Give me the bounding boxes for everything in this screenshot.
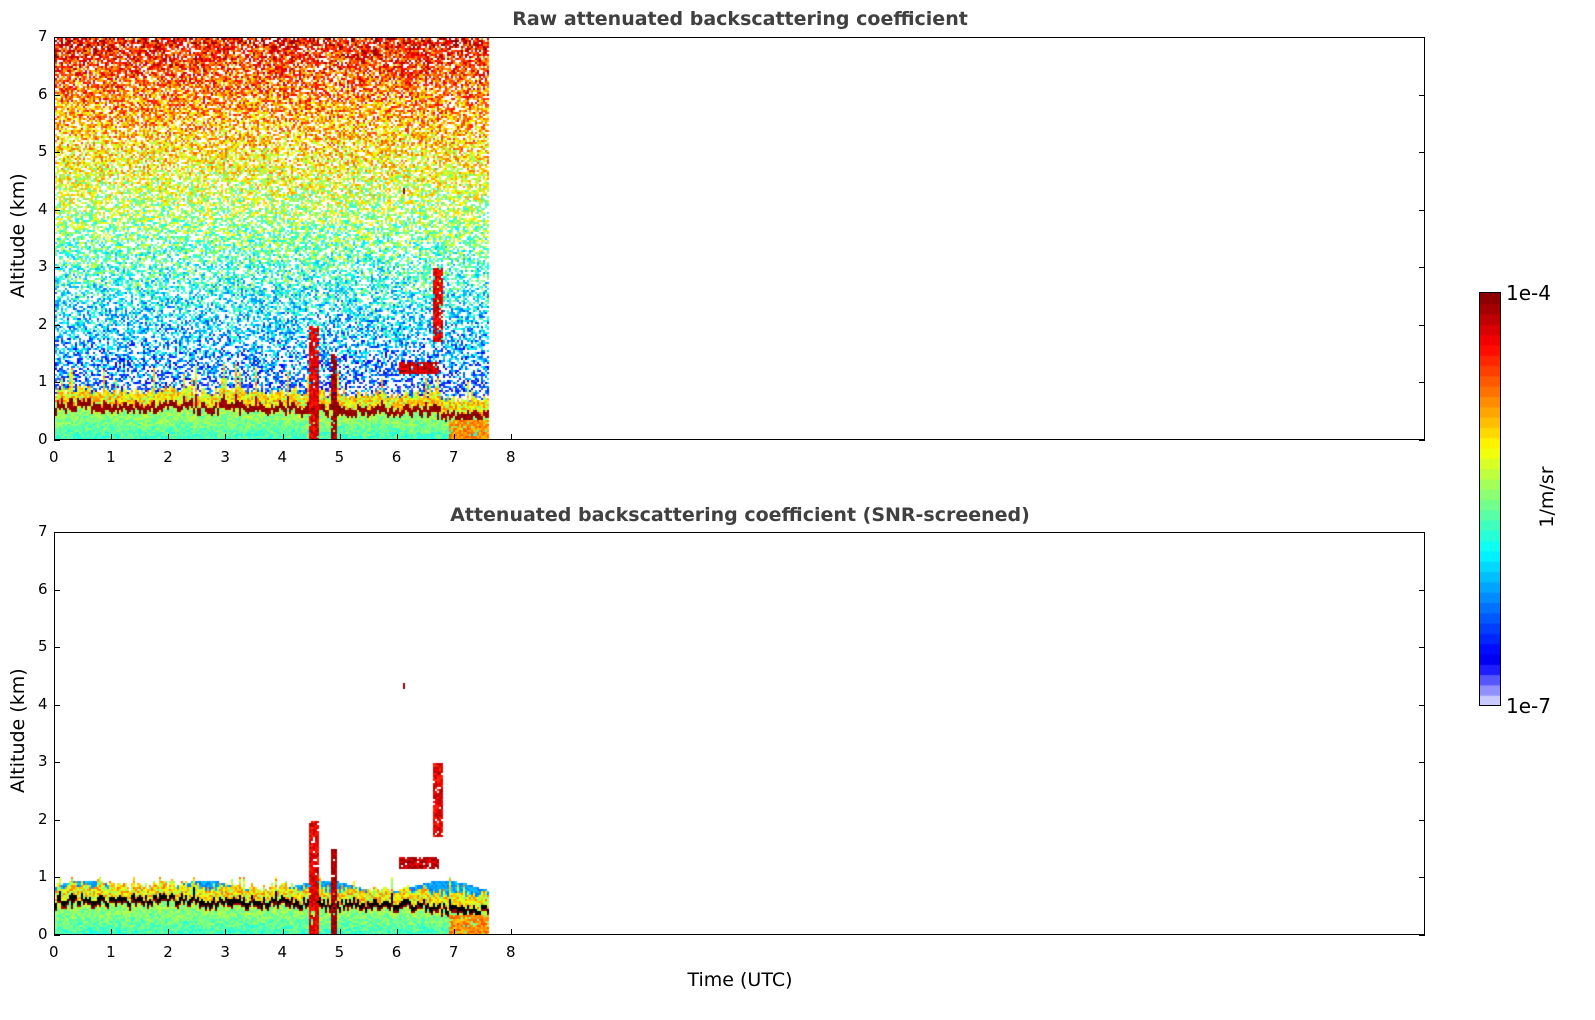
y-tick-label: 3 (38, 752, 48, 771)
y-tick-mark (1419, 37, 1425, 38)
x-tick-mark (511, 434, 512, 440)
x-tick-mark (168, 434, 169, 440)
x-tick-mark (454, 434, 455, 440)
y-tick-mark (54, 95, 60, 96)
x-tick-mark (397, 434, 398, 440)
x-tick-label: 6 (391, 448, 402, 466)
x-tick-mark (397, 929, 398, 935)
y-tick-label: 3 (38, 257, 48, 276)
y-tick-label: 1 (38, 372, 48, 391)
x-tick-mark (454, 929, 455, 935)
y-tick-mark (54, 267, 60, 268)
y-tick-mark (54, 647, 60, 648)
y-tick-label: 4 (38, 199, 48, 218)
x-tick-label: 5 (334, 448, 345, 466)
y-tick-mark (54, 382, 60, 383)
x-tick-label: 8 (506, 943, 516, 961)
y-tick-mark (54, 37, 60, 38)
x-tick-mark (511, 929, 512, 935)
y-tick-label: 7 (38, 27, 48, 45)
x-tick-mark (283, 434, 284, 440)
y-tick-mark (54, 705, 60, 706)
x-tick-label: 2 (163, 943, 173, 961)
colorbar (1479, 292, 1501, 706)
y-tick-mark (54, 440, 60, 441)
x-tick-mark (225, 929, 226, 935)
y-tick-label: 2 (38, 809, 48, 828)
x-tick-label: 7 (448, 943, 459, 961)
chart-title-raw: Raw attenuated backscattering coefficien… (512, 8, 968, 30)
y-tick-mark (1419, 152, 1425, 153)
plot-area-raw (54, 37, 1425, 440)
plot-area-screened (54, 532, 1425, 935)
y-tick-label: 5 (38, 637, 48, 656)
y-tick-mark (54, 762, 60, 763)
x-tick-mark (111, 434, 112, 440)
y-tick-mark (1419, 762, 1425, 763)
y-tick-mark (54, 210, 60, 211)
x-tick-mark (340, 434, 341, 440)
y-tick-mark (54, 590, 60, 591)
y-tick-mark (1419, 877, 1425, 878)
x-tick-label: 6 (391, 943, 402, 961)
x-tick-label: 0 (49, 448, 59, 466)
y-tick-mark (54, 325, 60, 326)
y-tick-mark (1419, 325, 1425, 326)
y-axis-label-raw: Altitude (km) (7, 173, 29, 298)
y-tick-mark (54, 935, 60, 936)
y-tick-mark (54, 877, 60, 878)
heatmap-raw (55, 38, 1424, 439)
x-tick-label: 1 (106, 943, 116, 961)
y-tick-label: 5 (38, 142, 48, 161)
y-tick-mark (1419, 210, 1425, 211)
y-tick-mark (1419, 820, 1425, 821)
y-tick-label: 6 (38, 84, 48, 103)
x-axis-label: Time (UTC) (687, 969, 793, 991)
heatmap-screened (55, 533, 1424, 934)
y-tick-mark (1419, 440, 1425, 441)
y-tick-mark (54, 152, 60, 153)
y-tick-mark (54, 532, 60, 533)
y-tick-mark (1419, 267, 1425, 268)
x-tick-mark (168, 929, 169, 935)
x-tick-label: 7 (448, 448, 459, 466)
y-axis-label-screened: Altitude (km) (7, 668, 29, 793)
x-tick-mark (54, 434, 55, 440)
y-tick-label: 0 (38, 925, 48, 943)
colorbar-max-label: 1e-4 (1506, 281, 1551, 305)
y-tick-mark (1419, 95, 1425, 96)
colorbar-min-label: 1e-7 (1506, 694, 1551, 718)
y-tick-mark (1419, 532, 1425, 533)
y-tick-label: 4 (38, 694, 48, 713)
y-tick-mark (54, 820, 60, 821)
y-tick-mark (1419, 935, 1425, 936)
chart-title-screened: Attenuated backscattering coefficient (S… (450, 504, 1030, 526)
y-tick-label: 7 (38, 522, 48, 540)
x-tick-label: 4 (277, 448, 288, 466)
x-tick-label: 0 (49, 943, 59, 961)
y-tick-mark (1419, 382, 1425, 383)
y-tick-label: 2 (38, 314, 48, 333)
y-tick-mark (1419, 590, 1425, 591)
x-tick-mark (340, 929, 341, 935)
x-tick-mark (54, 929, 55, 935)
colorbar-label: 1/m/sr (1536, 466, 1558, 528)
x-tick-label: 2 (163, 448, 173, 466)
x-tick-label: 3 (220, 448, 230, 466)
x-tick-label: 3 (220, 943, 230, 961)
x-tick-mark (111, 929, 112, 935)
y-tick-mark (1419, 705, 1425, 706)
y-tick-label: 6 (38, 579, 48, 598)
x-tick-mark (283, 929, 284, 935)
y-tick-mark (1419, 647, 1425, 648)
y-tick-label: 1 (38, 867, 48, 886)
x-tick-mark (225, 434, 226, 440)
x-tick-label: 1 (106, 448, 116, 466)
x-tick-label: 5 (334, 943, 345, 961)
y-tick-label: 0 (38, 430, 48, 448)
x-tick-label: 4 (277, 943, 288, 961)
x-tick-label: 8 (506, 448, 516, 466)
